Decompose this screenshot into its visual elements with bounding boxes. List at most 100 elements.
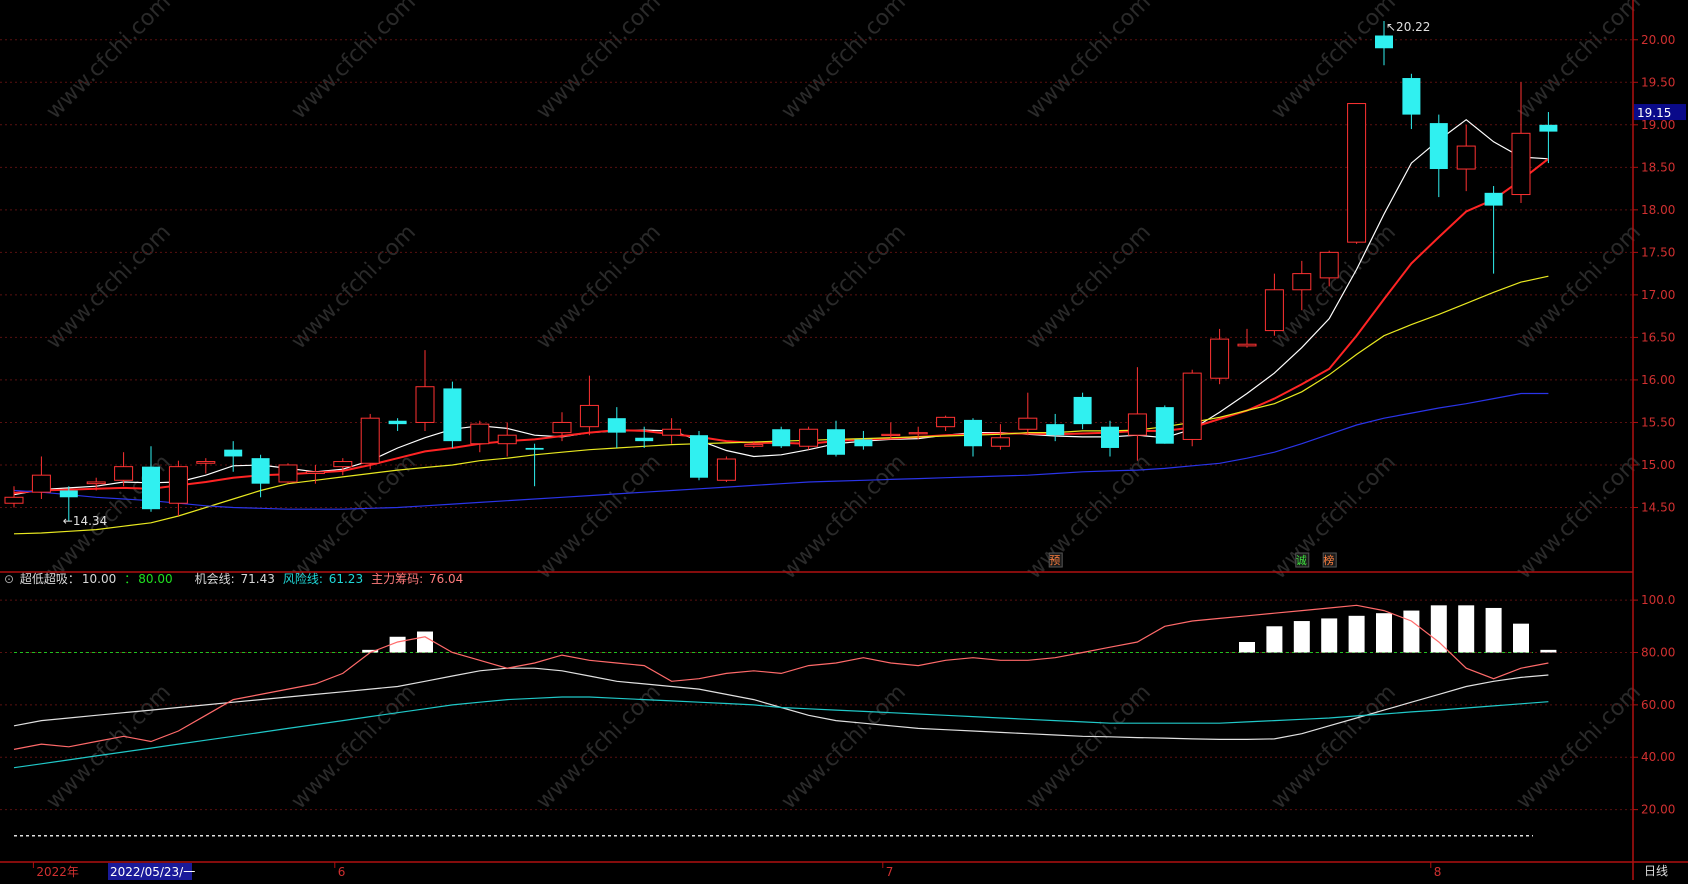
- candle-body: [333, 461, 353, 468]
- indicator-bar: [1293, 621, 1310, 653]
- candle-body: [31, 474, 51, 493]
- current-price-label: 19.15: [1637, 106, 1671, 120]
- watermark-text: www.cfchi.com: [777, 680, 911, 814]
- candle-body: [690, 435, 708, 478]
- candle-body: [827, 429, 845, 455]
- candle-body: [388, 420, 407, 425]
- candle-body: [59, 490, 78, 498]
- indicator-bar: [362, 649, 379, 653]
- price-tick-label: 16.50: [1641, 330, 1675, 344]
- candle-body: [1347, 103, 1367, 243]
- price-tick-label: 17.00: [1641, 288, 1675, 302]
- candle-body: [1292, 273, 1312, 291]
- indicator-line: [13, 667, 1549, 741]
- candle-body: [1429, 123, 1448, 170]
- watermark-text: www.cfchi.com: [1022, 220, 1156, 354]
- watermark-text: www.cfchi.com: [1267, 220, 1401, 354]
- indicator-tick-label: 40.00: [1641, 750, 1675, 764]
- signal-label: 预: [1049, 554, 1060, 567]
- indicator-bar: [1403, 610, 1420, 653]
- candle-body: [716, 458, 736, 481]
- candle-body: [1319, 251, 1339, 279]
- watermark-text: www.cfchi.com: [1022, 680, 1156, 814]
- candle-body: [525, 447, 544, 450]
- candle-body: [854, 439, 873, 447]
- candle-body: [772, 429, 791, 447]
- indicator-param-value: 71.43: [240, 572, 275, 586]
- price-tick-label: 19.50: [1641, 75, 1675, 89]
- signal-badge: [1322, 552, 1337, 568]
- candle-body: [470, 423, 490, 445]
- price-tick-label: 15.00: [1641, 458, 1675, 472]
- candle-body: [1127, 413, 1147, 436]
- indicator-param-value: 10.00: [81, 572, 117, 586]
- indicator-tick-label: 100.0: [1641, 593, 1675, 607]
- indicator-line: [13, 604, 1549, 750]
- indicator-bar: [1321, 618, 1338, 653]
- collapse-icon[interactable]: ⊙: [4, 572, 15, 586]
- candle-body: [1046, 424, 1065, 436]
- indicator-param-label: 主力筹码:: [371, 572, 427, 586]
- current-price-tag: [1634, 104, 1686, 121]
- time-axis-label: 7: [886, 865, 894, 879]
- candle-body: [168, 466, 188, 504]
- indicator-bar: [1239, 642, 1255, 653]
- low-annotation: ←14.34: [63, 514, 107, 528]
- signal-label: 榜: [1323, 553, 1334, 567]
- candle-body: [224, 449, 243, 457]
- watermark-text: www.cfchi.com: [777, 450, 911, 584]
- price-tick-label: 17.50: [1641, 245, 1675, 259]
- indicator-bar: [1266, 626, 1283, 653]
- candle-body: [1237, 343, 1257, 347]
- candle-body: [662, 428, 682, 436]
- candle-body: [1484, 192, 1503, 206]
- candle-body: [799, 428, 819, 447]
- signal-label: 诚: [1296, 554, 1307, 567]
- indicator-tick-label: 80.00: [1641, 645, 1675, 659]
- candle-body: [251, 458, 270, 484]
- watermark-text: www.cfchi.com: [1022, 0, 1156, 124]
- watermark-text: www.cfchi.com: [287, 220, 421, 354]
- candle-body: [114, 466, 134, 481]
- indicator-line: [13, 696, 1549, 769]
- moving-average-line: [13, 118, 1549, 496]
- high-annotation: ↖20.22: [1386, 20, 1430, 34]
- price-tick-label: 16.00: [1641, 373, 1675, 387]
- watermark-text: www.cfchi.com: [1512, 450, 1646, 584]
- indicator-bar: [1430, 605, 1447, 653]
- indicator-bar: [1540, 649, 1557, 653]
- watermark-text: www.cfchi.com: [532, 220, 666, 354]
- candle-body: [4, 496, 24, 504]
- indicator-param-label: 超低超吸：: [19, 572, 80, 586]
- indicator-bar: [1485, 607, 1502, 653]
- watermark-text: www.cfchi.com: [1267, 0, 1401, 124]
- timeframe-button[interactable]: 日线: [1643, 864, 1668, 878]
- candle-body: [635, 437, 654, 442]
- candle-body: [1182, 372, 1202, 440]
- indicator-bar: [417, 631, 433, 653]
- candle-body: [1264, 289, 1284, 332]
- watermark-text: www.cfchi.com: [532, 450, 666, 584]
- price-tick-label: 18.00: [1641, 203, 1675, 217]
- candle-body: [305, 471, 325, 474]
- candle-body: [964, 419, 982, 447]
- indicator-param-value: 61.23: [328, 572, 364, 586]
- candle-body: [881, 433, 901, 437]
- candle-body: [278, 464, 298, 483]
- indicator-bar: [1348, 615, 1365, 653]
- indicator-bar: [1513, 623, 1529, 653]
- crosshair-date-label: 2022/05/23/一: [110, 865, 195, 879]
- candle-body: [936, 416, 956, 428]
- indicator-header: ⊙ 超低超吸： 10.00 ： 80.00 机会线: 71.43 风险线: 61.23 主力…: [4, 570, 473, 588]
- watermark-text: www.cfchi.com: [42, 0, 176, 124]
- candle-body: [908, 432, 928, 435]
- price-tick-label: 18.50: [1641, 160, 1675, 174]
- watermark-text: www.cfchi.com: [532, 0, 666, 124]
- indicator-param-value: 80.00: [138, 572, 173, 586]
- candle-body: [196, 461, 216, 464]
- watermark-text: www.cfchi.com: [287, 0, 421, 124]
- candle-body: [607, 418, 626, 433]
- price-tick-label: 19.00: [1641, 118, 1675, 132]
